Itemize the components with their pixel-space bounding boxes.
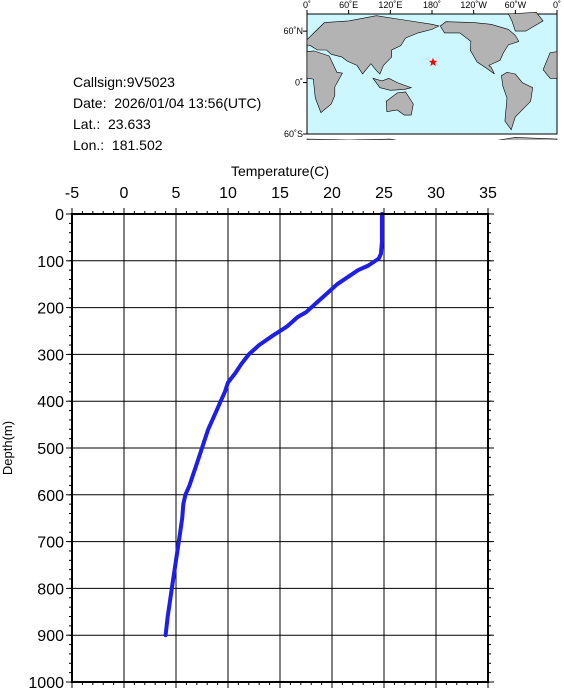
- x-tick-label: 25: [375, 185, 393, 202]
- africa-west-landmass: [542, 51, 558, 79]
- x-tick-label: 15: [271, 185, 289, 202]
- australia-landmass: [385, 91, 414, 116]
- map-lat-label: 60˚N: [283, 26, 303, 36]
- station-marker: [428, 57, 438, 66]
- x-tick-label: 30: [427, 185, 445, 202]
- map-lon-label: 0˚: [553, 0, 561, 10]
- longitude-text: Lon.: 181.502: [73, 137, 163, 153]
- antarctica-landmass: [306, 137, 558, 140]
- map-lon-label: 180˚: [423, 0, 441, 10]
- map-lon-label: 0˚: [303, 0, 311, 10]
- y-tick-label: 800: [37, 581, 64, 598]
- x-tick-label: 20: [323, 185, 341, 202]
- chart-grid: [71, 213, 489, 683]
- x-tick-label: 0: [120, 185, 129, 202]
- map-land: [306, 11, 558, 140]
- latitude-text: Lat.: 23.633: [73, 116, 151, 132]
- y-tick-label: 100: [37, 254, 64, 271]
- y-tick-label: 400: [37, 394, 64, 411]
- temperature-profile-line: [163, 212, 384, 638]
- y-tick-label: 500: [37, 441, 64, 458]
- callsign-text: Callsign:9V5023: [73, 74, 175, 90]
- date-text: Date: 2026/01/04 13:56(UTC): [73, 95, 262, 111]
- map-lon-label: 60˚E: [339, 0, 358, 10]
- north-america-landmass: [439, 21, 520, 75]
- y-tick-label: 700: [37, 535, 64, 552]
- map-lon-label: 60˚W: [505, 0, 527, 10]
- y-tick-label: 600: [37, 488, 64, 505]
- y-tick-label: 200: [37, 301, 64, 318]
- map-lon-label: 120˚E: [378, 0, 402, 10]
- x-tick-label: 5: [172, 185, 181, 202]
- map-lon-label: 120˚W: [460, 0, 487, 10]
- x-axis-label: Temperature(C): [231, 163, 329, 179]
- x-tick-label: 35: [479, 185, 497, 202]
- indonesia-landmass: [372, 77, 413, 91]
- x-tick-label: 10: [219, 185, 237, 202]
- eurasia-landmass: [306, 15, 440, 75]
- station-info: Callsign:9V5023 Date: 2026/01/04 13:56(U…: [73, 72, 261, 156]
- location-map: 0˚ 60˚E 120˚E 180˚ 120˚W 60˚W 0˚ 60˚N 0˚ 60˚S: [283, 0, 561, 140]
- map-frame-ticks: [303, 10, 558, 135]
- africa-landmass: [306, 50, 343, 114]
- y-axis-label: Depth(m): [0, 421, 15, 475]
- map-longitude-labels: 0˚ 60˚E 120˚E 180˚ 120˚W 60˚W 0˚: [303, 0, 561, 10]
- y-tick-label: 0: [55, 207, 64, 224]
- map-lat-label: 0˚: [295, 78, 303, 88]
- y-tick-label: 1000: [28, 675, 64, 690]
- x-tick-label: -5: [65, 185, 79, 202]
- map-latitude-labels: 60˚N 0˚ 60˚S: [283, 26, 303, 139]
- y-tick-label: 900: [37, 628, 64, 645]
- south-america-landmass: [501, 71, 534, 131]
- map-lat-label: 60˚S: [284, 129, 303, 139]
- red-star-icon: [428, 57, 438, 66]
- y-tick-label: 300: [37, 347, 64, 364]
- greenland-landmass: [507, 11, 544, 32]
- plot-frame: [71, 213, 489, 683]
